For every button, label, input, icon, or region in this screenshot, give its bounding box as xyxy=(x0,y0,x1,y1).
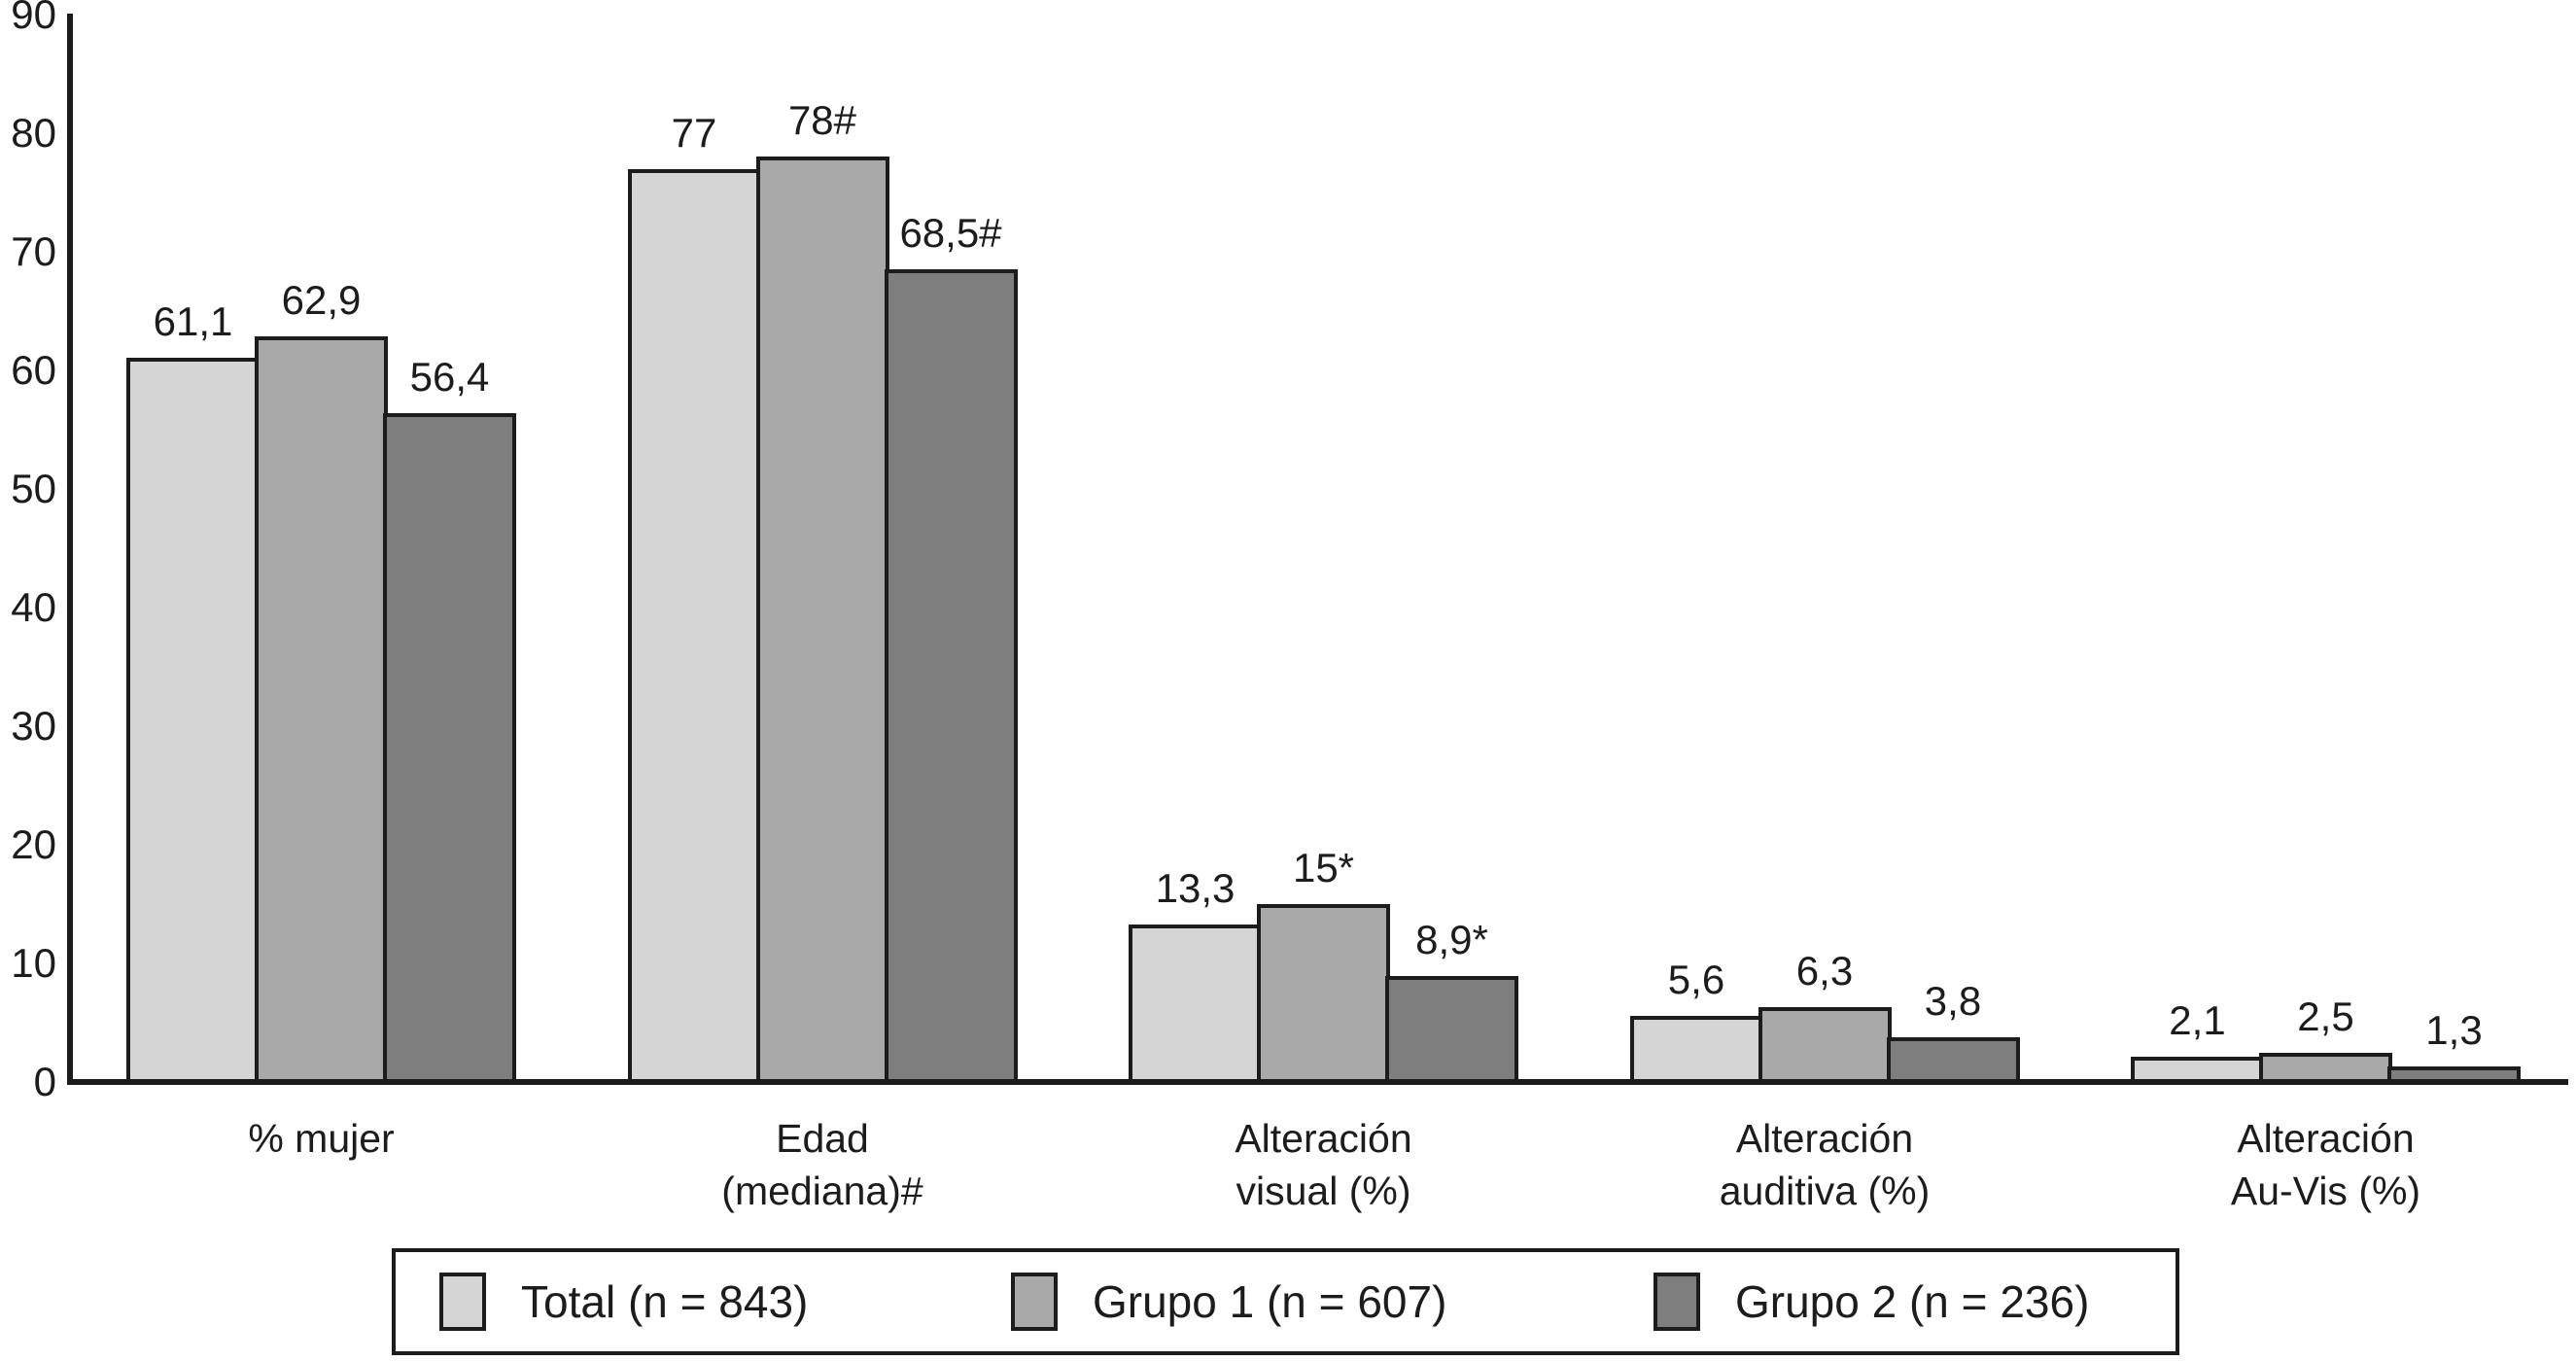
bar-value-label-grupo1-cat0: 62,9 xyxy=(281,276,362,323)
legend-box: Total (n = 843) Grupo 1 (n = 607) Grupo … xyxy=(392,1248,2179,1355)
category-label-0-line0: % mujer xyxy=(248,1116,395,1161)
bar-value-label-total-cat4: 2,1 xyxy=(2169,997,2226,1044)
bar-value-label-grupo2-cat4: 1,3 xyxy=(2425,1007,2483,1054)
bar-total-cat0 xyxy=(126,357,260,1084)
bar-value-label-grupo1-cat4: 2,5 xyxy=(2297,993,2354,1039)
legend-swatch-grupo2 xyxy=(1654,1273,1700,1331)
legend-label-total: Total (n = 843) xyxy=(521,1276,809,1327)
category-label-3-line0: Alteración xyxy=(1735,1116,1914,1161)
category-label-2-line1: visual (%) xyxy=(1236,1169,1411,1213)
legend-label-grupo2: Grupo 2 (n = 236) xyxy=(1735,1276,2090,1327)
bar-value-label-grupo1-cat3: 6,3 xyxy=(1795,948,1854,995)
bar-value-label-total-cat3: 5,6 xyxy=(1667,956,1725,1002)
category-label-3-line1: auditiva (%) xyxy=(1719,1169,1931,1213)
legend-swatch-grupo1 xyxy=(1011,1273,1058,1331)
y-tick-label-10: 10 xyxy=(11,940,56,986)
y-tick-label-20: 20 xyxy=(11,821,56,867)
bar-grupo1-cat1 xyxy=(755,157,889,1084)
y-tick-label-80: 80 xyxy=(11,110,56,156)
legend-item-grupo2: Grupo 2 (n = 236) xyxy=(1654,1252,2089,1351)
bar-value-label-grupo2-cat0: 56,4 xyxy=(409,353,490,400)
category-label-1-line0: Edad xyxy=(776,1116,869,1161)
bar-total-cat3 xyxy=(1629,1015,1763,1084)
bar-value-label-total-cat1: 77 xyxy=(671,109,717,156)
bar-grupo2-cat3 xyxy=(1886,1036,2020,1084)
bar-grupo2-cat2 xyxy=(1385,976,1518,1084)
category-label-2-line0: Alteración xyxy=(1235,1116,1412,1161)
bar-total-cat1 xyxy=(627,168,761,1084)
category-label-4-line1: Au-Vis (%) xyxy=(2230,1169,2421,1213)
legend-item-total: Total (n = 843) xyxy=(439,1252,808,1351)
bar-value-label-grupo1-cat2: 15* xyxy=(1292,845,1355,890)
y-tick-label-90: 90 xyxy=(11,0,56,37)
y-tick-label-50: 50 xyxy=(11,466,56,511)
bar-grupo1-cat3 xyxy=(1758,1007,1892,1084)
category-label-4-line0: Alteración xyxy=(2237,1116,2415,1161)
y-tick-label-0: 0 xyxy=(33,1059,56,1104)
bar-total-cat2 xyxy=(1129,924,1262,1084)
legend-item-grupo1: Grupo 1 (n = 607) xyxy=(1011,1252,1446,1351)
legend-label-grupo1: Grupo 1 (n = 607) xyxy=(1093,1276,1447,1327)
legend-swatch-total xyxy=(439,1273,486,1331)
y-axis-line xyxy=(67,14,73,1085)
bar-grupo2-cat0 xyxy=(383,412,516,1084)
bar-value-label-total-cat2: 13,3 xyxy=(1155,864,1236,911)
y-tick-label-40: 40 xyxy=(11,584,56,630)
bar-grupo2-cat1 xyxy=(884,269,1018,1084)
y-tick-label-70: 70 xyxy=(11,228,56,274)
bar-value-label-grupo1-cat1: 78# xyxy=(787,97,857,144)
y-tick-label-60: 60 xyxy=(11,347,56,393)
x-axis-line xyxy=(67,1079,2568,1085)
bar-value-label-total-cat0: 61,1 xyxy=(153,297,233,344)
bar-value-label-grupo2-cat1: 68,5# xyxy=(899,210,1002,257)
y-tick-label-30: 30 xyxy=(11,703,56,749)
category-label-1-line1: (mediana)# xyxy=(721,1169,923,1213)
bar-value-label-grupo2-cat2: 8,9* xyxy=(1415,917,1488,963)
bar-value-label-grupo2-cat3: 3,8 xyxy=(1924,977,1982,1024)
bar-grupo1-cat0 xyxy=(255,335,388,1084)
